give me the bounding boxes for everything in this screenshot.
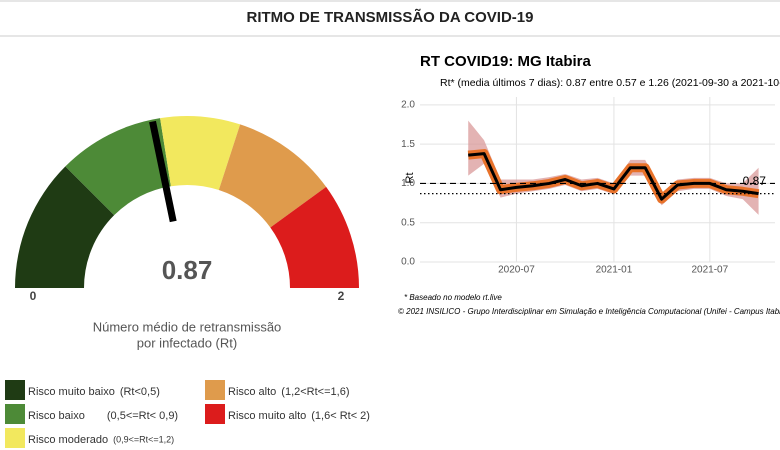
legend-label: Risco moderado: [28, 434, 108, 446]
chart-subtitle: Rt* (media últimos 7 dias): 0.87 entre 0…: [440, 77, 780, 89]
gauge-band: [270, 186, 359, 288]
legend-label: Risco alto: [228, 386, 276, 398]
legend-range: (0,5<=Rt< 0,9): [107, 410, 178, 422]
gauge-tick-label: 0: [30, 289, 37, 303]
y-tick-label: 1.0: [401, 178, 415, 189]
gauge-band: [65, 118, 171, 216]
gauge-value: 0.87: [162, 255, 213, 285]
y-axis-label: Rt: [404, 173, 416, 184]
gauge-band: [160, 116, 241, 191]
note: © 2021 INSILICO - Grupo Interdisciplinar…: [398, 307, 780, 316]
legend-range: (1,6< Rt< 2): [311, 410, 370, 422]
note: * Baseado no modelo rt.live: [404, 293, 502, 302]
y-tick-label: 1.5: [401, 139, 415, 150]
gauge-band: [218, 124, 327, 228]
legend-swatch: [5, 404, 25, 424]
legend-range: (Rt<0,5): [120, 386, 160, 398]
value-label: 0.87: [743, 174, 767, 188]
legend-range: (1,2<Rt<=1,6): [281, 386, 349, 398]
x-tick-label: 2020-07: [498, 265, 535, 276]
x-tick-label: 2021-07: [691, 265, 728, 276]
line: [468, 152, 759, 201]
legend-swatch: [5, 380, 25, 400]
gauge-needle: [149, 120, 177, 223]
legend-label: Risco muito baixo: [28, 386, 115, 398]
legend-swatch: [5, 428, 25, 448]
legend-range: (0,9<=Rt<=1,2): [113, 434, 174, 444]
gauge-caption: por infectado (Rt): [137, 335, 237, 350]
legend-label: Risco baixo: [28, 410, 85, 422]
legend-swatch: [205, 380, 225, 400]
chart-title: RT COVID19: MG Itabira: [420, 53, 592, 70]
gauge-tick-label: 2: [338, 289, 345, 303]
legend-label: Risco muito alto: [228, 410, 306, 422]
x-tick-label: 2021-01: [596, 265, 633, 276]
gauge-caption: Número médio de retransmissão: [93, 319, 282, 334]
y-tick-label: 2.0: [401, 99, 415, 110]
page-title: RITMO DE TRANSMISSÃO DA COVID-19: [247, 8, 534, 26]
y-tick-label: 0.0: [401, 257, 415, 268]
legend-swatch: [205, 404, 225, 424]
y-tick-label: 0.5: [401, 217, 415, 228]
gauge-band: [15, 166, 115, 288]
